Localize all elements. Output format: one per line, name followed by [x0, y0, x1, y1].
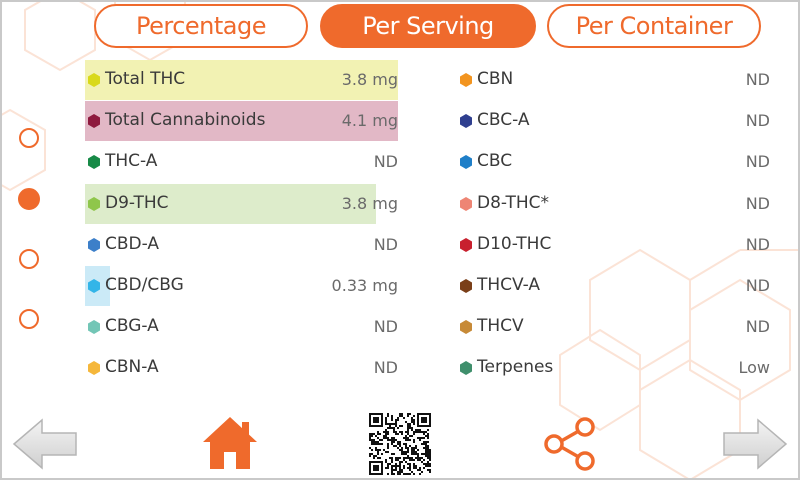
analyte-value: ND — [745, 276, 770, 295]
hexagon-icon — [87, 237, 101, 252]
page-dot-1[interactable] — [19, 128, 39, 148]
analyte-name: Total Cannabinoids — [105, 110, 266, 131]
tab-per-container[interactable]: Per Container — [547, 4, 761, 48]
left_column-row: CBD/CBG 0.33 mg — [85, 266, 398, 306]
hexagon-icon — [459, 73, 473, 87]
level-bar — [85, 183, 377, 224]
hexagon-icon — [459, 196, 473, 211]
hexagon-icon — [87, 114, 101, 129]
hexagon-icon — [459, 361, 473, 376]
hexagon-icon — [87, 361, 101, 376]
hexagon-icon — [87, 155, 101, 170]
page-dot-3[interactable] — [19, 249, 39, 269]
left_column-row: CBG-A ND — [85, 307, 398, 347]
home-icon — [203, 417, 257, 469]
hexagon-icon — [87, 320, 101, 335]
share-button[interactable] — [542, 416, 598, 472]
analyte-name: CBN-A — [105, 357, 159, 378]
forward-button[interactable] — [722, 418, 788, 470]
left_column-row: Total THC 3.8 mg — [85, 60, 398, 100]
tab-percentage[interactable]: Percentage — [94, 4, 308, 48]
analyte-value: 3.8 mg — [341, 193, 398, 213]
left_column-row: THC-A ND — [85, 142, 398, 182]
analyte-value: ND — [373, 152, 398, 172]
back-button[interactable] — [12, 418, 78, 470]
left_column-row: CBN-A ND — [85, 348, 398, 388]
analyte-value: Low — [738, 358, 770, 378]
left-arrow-icon — [12, 418, 77, 470]
share-icon — [544, 417, 595, 471]
hexagon-icon — [459, 279, 473, 293]
analyte-value: ND — [745, 317, 770, 337]
hexagon-icon — [459, 114, 473, 129]
analyte-value: ND — [745, 234, 770, 254]
analyte-name: CBC — [477, 151, 513, 172]
analyte-name: D8-THC* — [477, 192, 550, 213]
hexagon-icon — [87, 73, 101, 87]
right_column-row: D10-THC ND — [457, 225, 770, 265]
left_column-row: Total Cannabinoids 4.1 mg — [85, 101, 398, 142]
analyte-name: THCV — [477, 316, 524, 337]
analyte-name: CBG-A — [105, 316, 159, 337]
level-bar — [85, 60, 398, 100]
left_column-row: CBD-A ND — [85, 225, 398, 265]
analyte-value: 0.33 mg — [331, 276, 398, 295]
analyte-name: CBD-A — [105, 233, 160, 254]
right_column-row: CBC ND — [457, 142, 770, 182]
analyte-value: 4.1 mg — [341, 111, 398, 131]
analyte-value: ND — [373, 358, 398, 378]
right_column-row: THCV-A ND — [457, 266, 770, 306]
hexagon-icon — [459, 320, 473, 335]
hexagon-icon — [87, 196, 101, 211]
bottom-navigation-bar — [0, 404, 800, 480]
unit-tabs: Percentage Per Serving Per Container — [0, 4, 800, 48]
page-dot-4[interactable] — [19, 309, 39, 329]
page-dot-2[interactable] — [18, 188, 40, 210]
right_column-row: CBC-A ND — [457, 101, 770, 141]
analyte-name: D10-THC — [477, 233, 552, 254]
right-arrow-icon — [723, 418, 788, 470]
analyte-name: CBN — [477, 69, 514, 89]
analyte-name: Terpenes — [477, 357, 554, 378]
right_column-row: Terpenes Low — [457, 348, 770, 388]
analyte-name: D9-THC — [105, 192, 169, 213]
analyte-value: ND — [745, 111, 770, 131]
analyte-value: ND — [745, 152, 770, 172]
qr-code-button[interactable] — [367, 411, 433, 477]
hexagon-icon — [87, 279, 101, 293]
analyte-name: CBC-A — [477, 110, 530, 131]
analyte-value: ND — [745, 70, 770, 89]
analyte-value: ND — [373, 234, 398, 254]
right_column-row: THCV ND — [457, 307, 770, 347]
left_column-row: D9-THC 3.8 mg — [85, 183, 398, 224]
qr-code-icon — [367, 411, 433, 477]
analyte-name: THCV-A — [477, 275, 541, 295]
analyte-value: ND — [373, 317, 398, 337]
analyte-value: ND — [745, 193, 770, 213]
analyte-name: CBD/CBG — [105, 275, 184, 295]
right_column-row: D8-THC* ND — [457, 184, 770, 224]
hexagon-icon — [459, 237, 473, 252]
analyte-value: 3.8 mg — [341, 70, 398, 89]
analyte-name: THC-A — [105, 151, 158, 172]
tab-per-serving[interactable]: Per Serving — [320, 4, 536, 48]
hexagon-icon — [459, 155, 473, 170]
analyte-name: Total THC — [105, 69, 186, 89]
level-bar — [85, 101, 398, 142]
home-button[interactable] — [200, 414, 260, 472]
right_column-row: CBN ND — [457, 60, 770, 100]
